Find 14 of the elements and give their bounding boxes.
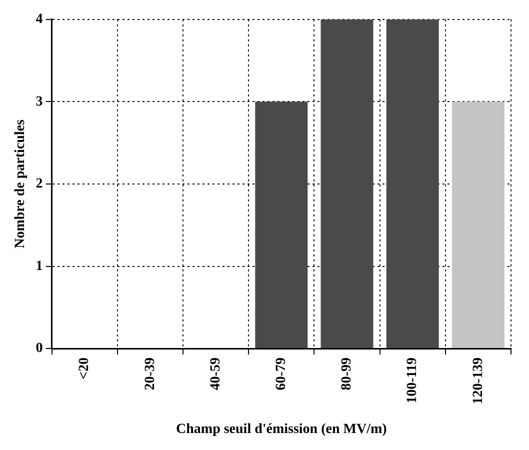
x-tick-label: 120-139 <box>470 358 486 404</box>
x-tick-label: 20-39 <box>142 358 158 390</box>
y-axis-title: Nombre de particules <box>13 119 28 248</box>
x-tick-label: 40-59 <box>208 358 224 390</box>
y-tick-label: 0 <box>36 341 43 356</box>
y-tick-label: 3 <box>36 94 43 110</box>
y-tick-label: 2 <box>36 176 43 192</box>
x-tick-label: 60-79 <box>274 358 290 390</box>
y-tick-label: 1 <box>36 258 43 274</box>
x-tick-label: <20 <box>77 358 92 380</box>
y-tick-label: 4 <box>36 12 43 28</box>
x-axis-title: Champ seuil d'émission (en MV/m) <box>176 422 388 438</box>
x-tick-label: 80-99 <box>340 358 355 390</box>
x-tick-label: 100-119 <box>405 358 420 404</box>
